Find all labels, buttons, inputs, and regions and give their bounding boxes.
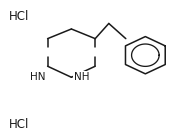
Text: NH: NH <box>74 72 89 82</box>
Text: HCl: HCl <box>8 10 29 23</box>
Text: HN: HN <box>30 72 45 82</box>
Text: HCl: HCl <box>8 118 29 131</box>
